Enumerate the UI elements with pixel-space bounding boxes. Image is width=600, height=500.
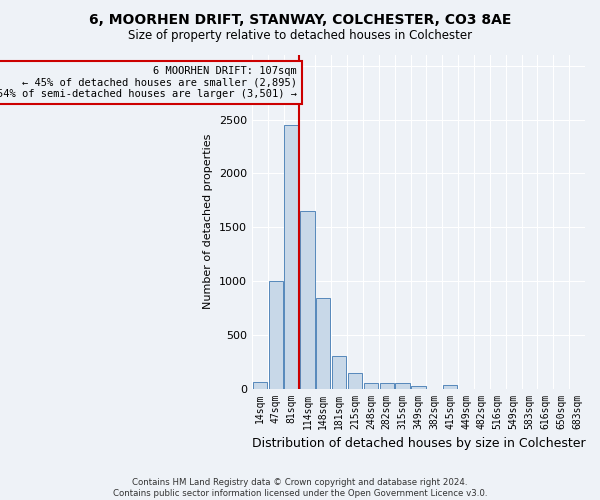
- Bar: [253, 382, 267, 388]
- Bar: [284, 125, 299, 388]
- Bar: [348, 374, 362, 388]
- Bar: [412, 386, 425, 388]
- Bar: [316, 298, 331, 388]
- Bar: [300, 211, 314, 388]
- Bar: [364, 382, 378, 388]
- Y-axis label: Number of detached properties: Number of detached properties: [203, 134, 214, 310]
- Bar: [443, 386, 457, 388]
- Bar: [380, 382, 394, 388]
- X-axis label: Distribution of detached houses by size in Colchester: Distribution of detached houses by size …: [251, 437, 585, 450]
- Bar: [269, 281, 283, 388]
- Text: Size of property relative to detached houses in Colchester: Size of property relative to detached ho…: [128, 29, 472, 42]
- Bar: [395, 382, 410, 388]
- Text: 6 MOORHEN DRIFT: 107sqm
← 45% of detached houses are smaller (2,895)
54% of semi: 6 MOORHEN DRIFT: 107sqm ← 45% of detache…: [0, 66, 297, 99]
- Bar: [332, 356, 346, 388]
- Text: 6, MOORHEN DRIFT, STANWAY, COLCHESTER, CO3 8AE: 6, MOORHEN DRIFT, STANWAY, COLCHESTER, C…: [89, 12, 511, 26]
- Text: Contains HM Land Registry data © Crown copyright and database right 2024.
Contai: Contains HM Land Registry data © Crown c…: [113, 478, 487, 498]
